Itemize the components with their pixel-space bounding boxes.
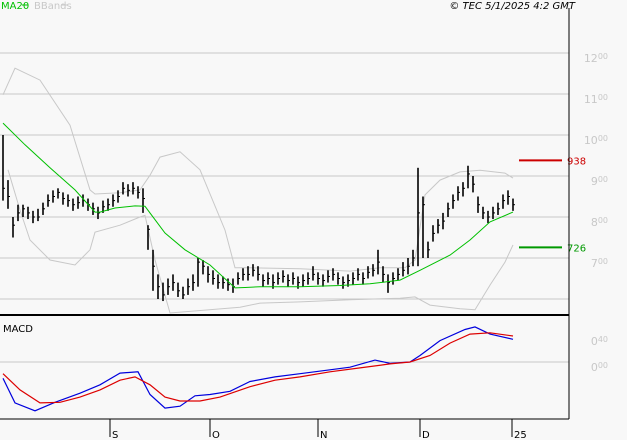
macd-tick-label: 040 [591, 335, 608, 348]
date-tick-label: O [212, 430, 220, 440]
bollinger-bands [2, 67, 514, 314]
price-level-label: 726 [567, 243, 586, 254]
signal-line [2, 332, 514, 404]
date-tick-label: D [422, 430, 430, 440]
price-tick-label: 800 [591, 216, 608, 229]
ma20-path [2, 122, 514, 289]
price-bars [2, 135, 515, 302]
price-levels: 938 726 [519, 156, 586, 254]
axes [0, 8, 570, 420]
legend-ma20: MA20 [1, 1, 29, 12]
price-tick-label: 1000 [584, 134, 608, 147]
macd-tick-label: 000 [591, 361, 608, 374]
price-tick-label: 1200 [584, 52, 608, 65]
legend-bbands: BBands [34, 1, 72, 12]
price-level-label: 938 [567, 156, 586, 167]
price-tick-label: 700 [591, 257, 608, 270]
date-tick-label: 25 [514, 430, 527, 440]
copyright-timestamp: © TEC 5/1/2025 4:2 GMT [449, 1, 576, 12]
ma20-line [2, 122, 514, 289]
axis-ticks: 1200 1100 1000 900 800 700 040 000 S O N D 25 [109, 52, 608, 440]
date-tick-label: S [112, 430, 118, 440]
bband-upper-line [2, 67, 514, 272]
gridlines [0, 52, 569, 363]
price-tick-label: 900 [591, 175, 608, 188]
bband-lower-line [7, 169, 514, 314]
macd-lines [2, 326, 514, 412]
price-tick-label: 1100 [584, 93, 608, 106]
macd-line [2, 326, 514, 412]
macd-title: MACD [3, 324, 33, 335]
date-tick-label: N [320, 430, 327, 440]
